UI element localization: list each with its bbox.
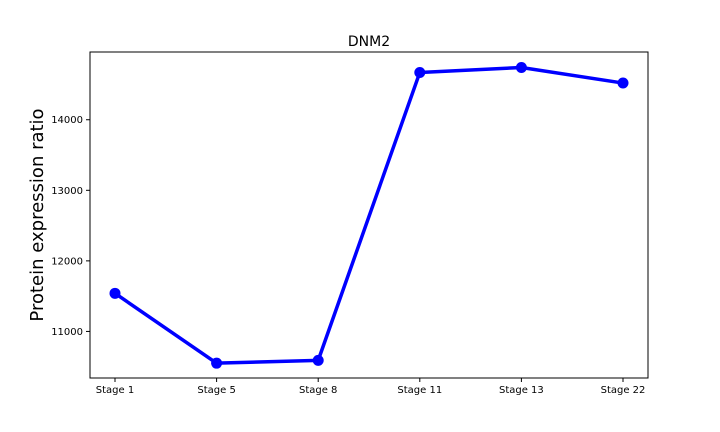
x-tick-label: Stage 1 [96,385,134,396]
y-tick-label: 14000 [51,115,83,126]
y-tick-label: 12000 [51,256,83,267]
data-point [617,77,629,89]
y-tick-label: 11000 [51,327,83,338]
series-line [114,65,624,365]
x-tick-label: Stage 5 [197,385,235,396]
x-tick-label: Stage 22 [601,385,646,396]
data-point [515,62,527,74]
chart-title: DNM2 [348,34,390,50]
x-tick-label: Stage 13 [499,385,544,396]
x-tick-label: Stage 8 [299,385,337,396]
axes-frame [89,51,649,379]
plot-area: Stage 1 Stage 5 Stage 8 Stage 11 Stage 13 Sta… [51,51,649,396]
x-tick-label: Stage 11 [397,385,442,396]
data-point [414,66,426,78]
data-point [109,287,121,299]
y-tick-label: 13000 [51,186,83,197]
data-point [211,357,223,369]
y-axis-label: Protein expression ratio [27,108,48,321]
data-point [312,354,324,366]
